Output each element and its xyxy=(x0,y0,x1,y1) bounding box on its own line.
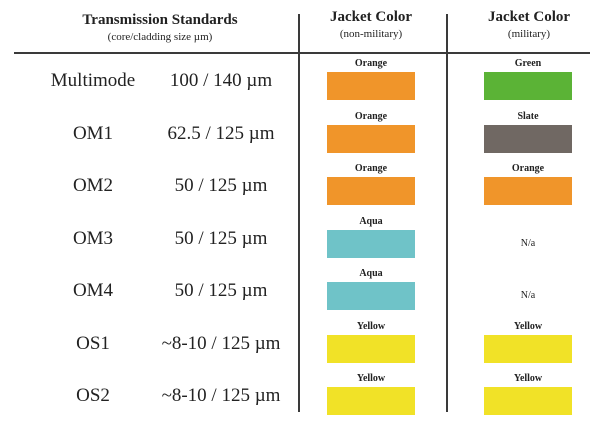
core-cladding-size: ~8-10 / 125 µm xyxy=(161,385,281,406)
nonmil-color-label: Orange xyxy=(354,110,388,122)
nonmil-color-swatch xyxy=(327,124,415,153)
header-divider xyxy=(14,52,590,54)
core-cladding-size: 50 / 125 µm xyxy=(174,227,268,249)
standard-name: OM3 xyxy=(72,227,114,249)
nonmil-color-swatch xyxy=(327,72,415,100)
core-cladding-size: 50 / 125 µm xyxy=(174,175,268,196)
mil-color-label: Slate xyxy=(517,110,539,122)
header-jacket-military: Jacket Color (military) xyxy=(468,10,590,40)
mil-color-swatch xyxy=(484,124,572,153)
nonmil-color-label: Orange xyxy=(354,163,388,174)
table-row: OM4 50 / 125 µm Aqua N/a xyxy=(0,266,600,316)
mil-color-swatch xyxy=(484,387,572,415)
mil-color-label: Yellow xyxy=(513,373,543,384)
nonmil-color-swatch xyxy=(327,334,415,363)
mil-color-label: Yellow xyxy=(513,320,543,332)
nonmil-color-swatch xyxy=(327,282,415,310)
table-row: OM3 50 / 125 µm Aqua N/a xyxy=(0,214,600,264)
nonmil-color-label: Yellow xyxy=(356,320,386,332)
table-row: Multimode 100 / 140 µm Orange Green xyxy=(0,56,600,106)
standard-name: OS1 xyxy=(76,332,110,354)
nonmil-color-swatch xyxy=(327,387,415,415)
nonmil-color-label: Aqua xyxy=(359,215,383,227)
standard-name: OM4 xyxy=(72,280,114,301)
core-cladding-size: 100 / 140 µm xyxy=(169,70,273,91)
nonmil-color-swatch xyxy=(327,229,415,258)
header-transmission-standards: Transmission Standards (core/cladding si… xyxy=(60,13,260,43)
column-divider-2 xyxy=(446,14,448,412)
core-cladding-size: 62.5 / 125 µm xyxy=(167,122,275,144)
core-cladding-size: ~8-10 / 125 µm xyxy=(161,332,281,354)
nonmil-color-swatch xyxy=(327,177,415,205)
nonmil-color-label: Yellow xyxy=(356,373,386,384)
table-row: OM2 50 / 125 µm Orange Orange xyxy=(0,161,600,211)
core-cladding-size: 50 / 125 µm xyxy=(174,280,268,301)
header-subtitle-non-military: (non-military) xyxy=(339,28,403,40)
header-title-military: Jacket Color xyxy=(487,9,571,25)
header-subtitle-military: (military) xyxy=(507,28,551,40)
header-title-standards: Transmission Standards xyxy=(82,12,238,28)
mil-color-label: Orange xyxy=(511,163,545,174)
header-subtitle-standards: (core/cladding size µm) xyxy=(107,31,213,43)
nonmil-color-label: Aqua xyxy=(359,268,383,279)
table-row: OS1 ~8-10 / 125 µm Yellow Yellow xyxy=(0,319,600,369)
table-row: OS2 ~8-10 / 125 µm Yellow Yellow xyxy=(0,371,600,421)
mil-not-applicable: N/a xyxy=(520,290,536,301)
mil-color-swatch xyxy=(484,177,572,205)
header-jacket-non-military: Jacket Color (non-military) xyxy=(310,10,432,40)
standard-name: Multimode xyxy=(50,70,136,91)
column-divider-1 xyxy=(298,14,300,412)
table-row: OM1 62.5 / 125 µm Orange Slate xyxy=(0,109,600,159)
mil-color-swatch xyxy=(484,72,572,100)
standard-name: OM1 xyxy=(72,122,114,144)
nonmil-color-label: Orange xyxy=(354,58,388,69)
header-title-non-military: Jacket Color xyxy=(329,9,413,25)
mil-color-label: Green xyxy=(514,58,542,69)
mil-not-applicable: N/a xyxy=(520,237,536,249)
standard-name: OM2 xyxy=(72,175,114,196)
mil-color-swatch xyxy=(484,334,572,363)
standard-name: OS2 xyxy=(76,385,110,406)
